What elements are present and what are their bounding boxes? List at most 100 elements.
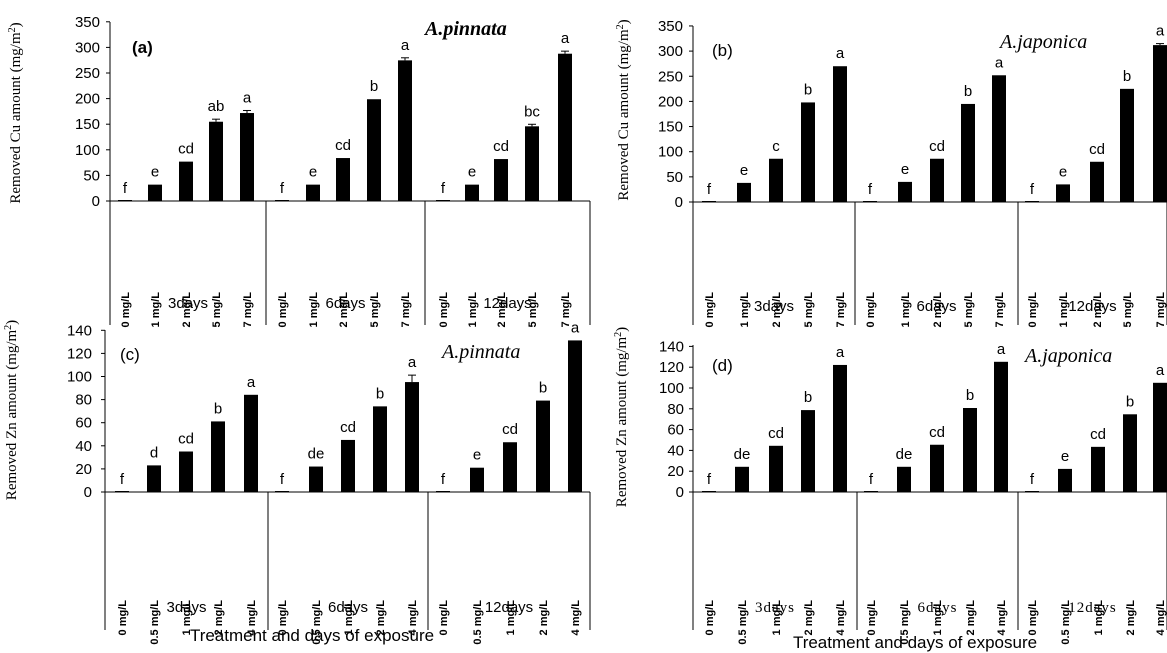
- category-label: 1 mg/L: [1093, 600, 1105, 636]
- y-tick-label: 150: [658, 119, 683, 136]
- y-tick-label: 80: [75, 392, 92, 409]
- x-axis-title: Treatment and days of exposure: [793, 633, 1037, 652]
- bar: [769, 158, 783, 202]
- category-label: 2 mg/L: [338, 292, 350, 328]
- bar: [963, 408, 977, 492]
- significance-letter: bc: [524, 103, 540, 120]
- significance-letter: cd: [929, 424, 945, 441]
- bar: [494, 159, 508, 201]
- bar: [1025, 201, 1039, 202]
- category-label: 0 mg/L: [704, 600, 716, 636]
- group-label: 12days: [485, 599, 533, 616]
- y-tick-label: 300: [75, 39, 100, 56]
- significance-letter: a: [571, 319, 580, 336]
- bar: [1058, 468, 1072, 492]
- bar: [961, 103, 975, 202]
- y-axis-label: Removed Zn amount (mg/m2): [3, 320, 21, 500]
- bar: [525, 126, 539, 201]
- significance-letter: f: [123, 180, 128, 197]
- significance-letter: ab: [208, 98, 225, 115]
- bar: [1123, 414, 1137, 492]
- category-label: 1 mg/L: [181, 600, 193, 636]
- significance-letter: a: [561, 30, 570, 47]
- bar: [898, 181, 912, 202]
- category-label: 7 mg/L: [242, 292, 254, 328]
- category-label: 5 mg/L: [369, 292, 381, 328]
- category-label: 2 mg/L: [538, 600, 550, 636]
- significance-letter: b: [370, 78, 378, 95]
- bar: [1153, 45, 1167, 203]
- category-label: 0 mg/L: [438, 292, 450, 328]
- bar: [735, 466, 749, 492]
- group-label: 3days: [166, 599, 206, 616]
- category-label: 4 mg/L: [246, 600, 258, 636]
- bar: [179, 161, 193, 201]
- bar: [275, 200, 289, 201]
- category-label: 2 mg/L: [1125, 600, 1137, 636]
- significance-letter: f: [280, 180, 285, 197]
- bar: [863, 201, 877, 202]
- significance-letter: cd: [178, 141, 194, 158]
- bar: [470, 467, 484, 492]
- y-tick-label: 100: [67, 369, 92, 386]
- y-tick-label: 20: [667, 463, 684, 480]
- significance-letter: e: [901, 161, 909, 178]
- category-label: 0 mg/L: [866, 600, 878, 636]
- significance-letter: de: [896, 446, 913, 463]
- significance-letter: a: [1156, 23, 1165, 40]
- category-label: 1 mg/L: [150, 292, 162, 328]
- significance-letter: f: [441, 180, 446, 197]
- significance-letter: a: [243, 89, 252, 106]
- significance-letter: de: [734, 446, 751, 463]
- y-tick-label: 50: [83, 167, 100, 184]
- y-tick-label: 200: [658, 93, 683, 110]
- significance-letter: f: [1030, 471, 1035, 488]
- category-label: 1 mg/L: [1058, 292, 1070, 328]
- significance-letter: de: [308, 446, 325, 463]
- category-label: 5 mg/L: [211, 292, 223, 328]
- chart-panel-a: 0 50 100 150 200 250 300 350 Removed Cu amount (…: [7, 14, 591, 328]
- category-label: 4 mg/L: [996, 600, 1008, 636]
- bar: [1090, 161, 1104, 202]
- bar: [179, 451, 193, 492]
- significance-letter: a: [995, 54, 1004, 71]
- bar: [309, 466, 323, 492]
- group-label: 12days: [483, 295, 531, 312]
- y-tick-label: 100: [75, 142, 100, 159]
- bar: [341, 439, 355, 492]
- significance-letter: cd: [1090, 426, 1106, 443]
- y-tick-label: 0: [675, 194, 683, 211]
- significance-letter: cd: [335, 137, 351, 154]
- significance-letter: b: [539, 380, 547, 397]
- significance-letter: b: [376, 385, 384, 402]
- bar: [306, 184, 320, 201]
- y-tick-label: 140: [659, 338, 684, 355]
- significance-letter: d: [150, 444, 158, 461]
- category-label: 0 mg/L: [277, 600, 289, 636]
- bar: [211, 421, 225, 492]
- bar: [436, 200, 450, 201]
- group-label: 3days: [755, 600, 795, 616]
- category-label: 2 mg/L: [771, 292, 783, 328]
- bar: [801, 410, 815, 492]
- y-tick-label: 60: [75, 415, 92, 432]
- category-label: 2 mg/L: [375, 600, 387, 636]
- category-label: 0.5 mg/L: [472, 600, 484, 645]
- significance-letter: a: [408, 354, 417, 371]
- significance-letter: a: [1156, 362, 1165, 379]
- category-label: 0 mg/L: [120, 292, 132, 328]
- group-label: 12days: [1068, 600, 1117, 616]
- significance-letter: b: [966, 387, 974, 404]
- category-label: 0 mg/L: [438, 600, 450, 636]
- species-label: A.japonica: [998, 31, 1087, 53]
- significance-letter: cd: [178, 431, 194, 448]
- bar: [436, 491, 450, 492]
- species-label: A.japonica: [1023, 345, 1112, 367]
- category-label: 0.5 mg/L: [899, 600, 911, 645]
- category-label: 1 mg/L: [343, 600, 355, 636]
- category-label: 2 mg/L: [803, 600, 815, 636]
- category-label: 1 mg/L: [900, 292, 912, 328]
- significance-letter: cd: [1089, 141, 1105, 158]
- significance-letter: f: [707, 181, 712, 198]
- y-tick-label: 120: [67, 345, 92, 362]
